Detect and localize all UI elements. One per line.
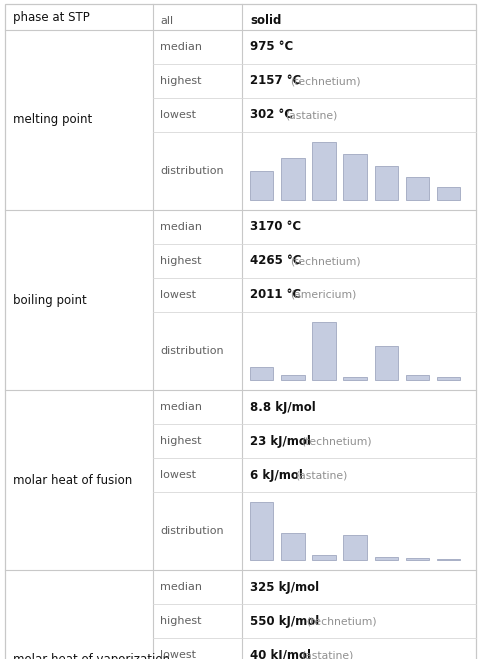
- Text: lowest: lowest: [160, 650, 195, 659]
- Bar: [250, 171, 273, 200]
- Text: (astatine): (astatine): [295, 470, 347, 480]
- Bar: [280, 375, 304, 380]
- Text: 3170 °C: 3170 °C: [250, 221, 300, 233]
- Text: highest: highest: [160, 76, 201, 86]
- Bar: [312, 555, 335, 560]
- Text: 2011 °C: 2011 °C: [250, 289, 300, 302]
- Bar: [374, 166, 397, 200]
- Text: median: median: [160, 222, 202, 232]
- Text: 8.8 kJ/mol: 8.8 kJ/mol: [250, 401, 315, 413]
- Text: 302 °C: 302 °C: [250, 109, 292, 121]
- Bar: [343, 154, 366, 200]
- Text: lowest: lowest: [160, 110, 195, 120]
- Text: boiling point: boiling point: [13, 293, 86, 306]
- Bar: [436, 187, 459, 200]
- Text: distribution: distribution: [160, 346, 223, 356]
- Text: 40 kJ/mol: 40 kJ/mol: [250, 648, 311, 659]
- Bar: [405, 177, 428, 200]
- Bar: [436, 559, 459, 560]
- Bar: [250, 502, 273, 560]
- Text: solid: solid: [250, 14, 281, 28]
- Bar: [374, 557, 397, 560]
- Text: median: median: [160, 582, 202, 592]
- Text: (astatine): (astatine): [300, 650, 352, 659]
- Text: highest: highest: [160, 256, 201, 266]
- Bar: [280, 533, 304, 560]
- Text: highest: highest: [160, 436, 201, 446]
- Text: (technetium): (technetium): [289, 256, 360, 266]
- Text: phase at STP: phase at STP: [13, 11, 90, 24]
- Text: molar heat of vaporization: molar heat of vaporization: [13, 654, 169, 659]
- Text: median: median: [160, 42, 202, 52]
- Bar: [405, 558, 428, 560]
- Bar: [343, 377, 366, 380]
- Bar: [374, 346, 397, 380]
- Bar: [405, 375, 428, 380]
- Bar: [250, 367, 273, 380]
- Bar: [312, 142, 335, 200]
- Text: (astatine): (astatine): [284, 110, 336, 120]
- Text: 550 kJ/mol: 550 kJ/mol: [250, 614, 319, 627]
- Text: 4265 °C: 4265 °C: [250, 254, 301, 268]
- Text: (technetium): (technetium): [289, 76, 360, 86]
- Bar: [343, 535, 366, 560]
- Text: (technetium): (technetium): [305, 616, 376, 626]
- Text: distribution: distribution: [160, 166, 223, 176]
- Text: all: all: [160, 16, 173, 26]
- Text: 23 kJ/mol: 23 kJ/mol: [250, 434, 310, 447]
- Bar: [280, 158, 304, 200]
- Text: distribution: distribution: [160, 526, 223, 536]
- Text: (technetium): (technetium): [300, 436, 371, 446]
- Text: molar heat of fusion: molar heat of fusion: [13, 474, 132, 486]
- Text: lowest: lowest: [160, 290, 195, 300]
- Text: lowest: lowest: [160, 470, 195, 480]
- Text: highest: highest: [160, 616, 201, 626]
- Text: 2157 °C: 2157 °C: [250, 74, 300, 88]
- Text: 325 kJ/mol: 325 kJ/mol: [250, 581, 318, 594]
- Text: melting point: melting point: [13, 113, 92, 127]
- Text: median: median: [160, 402, 202, 412]
- Text: 6 kJ/mol: 6 kJ/mol: [250, 469, 302, 482]
- Bar: [312, 322, 335, 380]
- Text: (americium): (americium): [289, 290, 356, 300]
- Bar: [436, 377, 459, 380]
- Text: 975 °C: 975 °C: [250, 40, 293, 53]
